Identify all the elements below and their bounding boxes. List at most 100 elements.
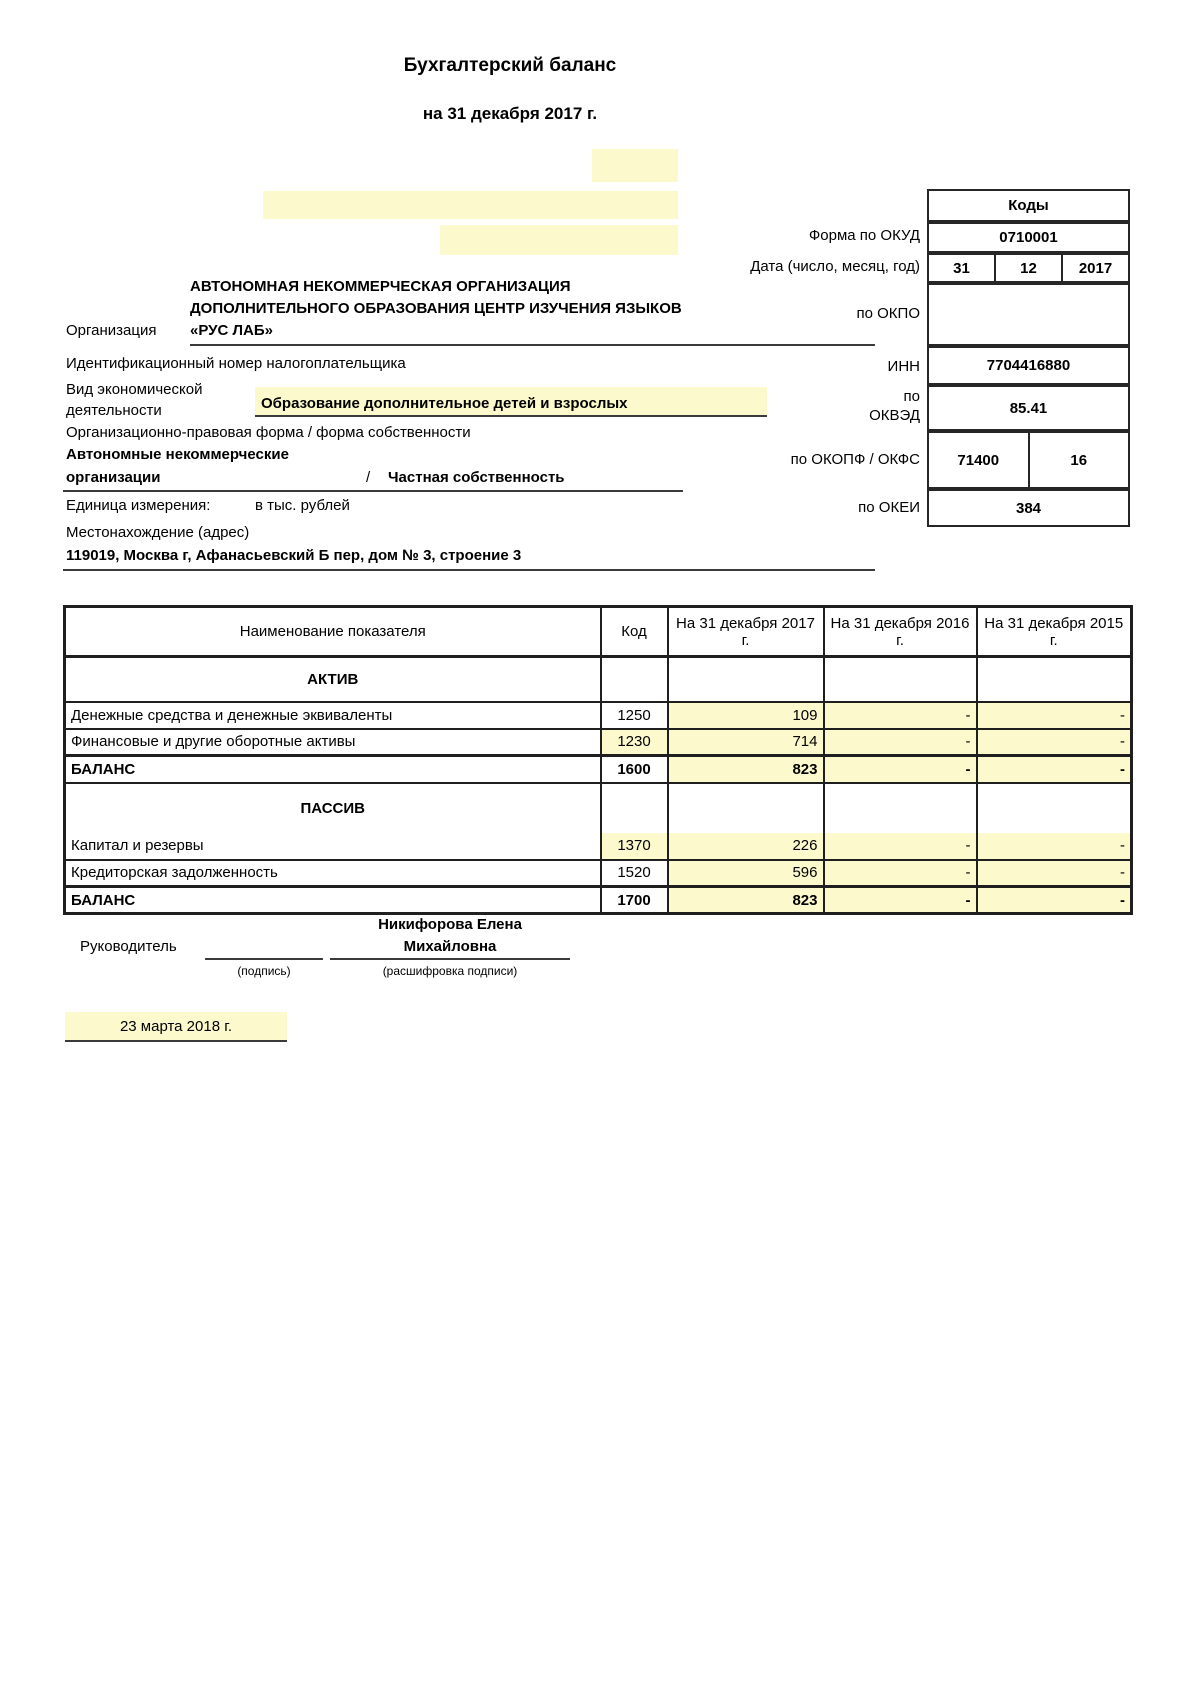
- row-code[interactable]: 1370: [599, 831, 669, 861]
- value-2016-cell[interactable]: -: [822, 700, 978, 730]
- unit-label: Единица измерения:: [66, 497, 211, 514]
- legal-form-underline: [63, 468, 683, 492]
- organization-name-line1: АВТОНОМНАЯ НЕКОММЕРЧЕСКАЯ ОРГАНИЗАЦИЯ: [190, 278, 571, 295]
- empty-cell: [975, 781, 1133, 833]
- address-label: Местонахождение (адрес): [66, 524, 250, 541]
- unit-value: в тыс. рублей: [255, 497, 350, 514]
- value-2016-cell[interactable]: -: [822, 858, 978, 888]
- value-2015-cell[interactable]: -: [975, 754, 1133, 784]
- value-2016-cell[interactable]: -: [822, 727, 978, 757]
- okopf-label: по ОКОПФ / ОКФС: [790, 451, 920, 468]
- value-2017-cell[interactable]: 109: [666, 700, 825, 730]
- signer-name-line2: Михайловна: [403, 938, 497, 955]
- table-row-1520: Кредиторская задолженность 1520 596 - -: [63, 858, 1133, 888]
- value-2015-cell[interactable]: -: [975, 831, 1133, 861]
- okved-label-line2: ОКВЭД: [869, 407, 920, 424]
- col-header-2016: На 31 декабря 2016 г.: [822, 605, 978, 658]
- table-row-1370: Капитал и резервы 1370 226 - -: [63, 831, 1133, 861]
- signer-name-caption: (расшифровка подписи): [382, 964, 518, 978]
- highlight-field-3[interactable]: [440, 225, 678, 255]
- activity-label-line2: деятельности: [66, 402, 162, 419]
- balance-table-wrapper: Наименование показателя Код На 31 декабр…: [63, 605, 1133, 915]
- signer-name-line: [330, 936, 570, 960]
- organization-underline: [190, 322, 875, 346]
- legal-form-label: Организационно-правовая форма / форма со…: [66, 424, 471, 441]
- row-name: Кредиторская задолженность: [63, 858, 602, 888]
- table-row-balance-1600: БАЛАНС 1600 823 - -: [63, 754, 1133, 784]
- date-day: 31: [953, 259, 970, 277]
- section-title-aktiv: АКТИВ: [63, 655, 602, 703]
- table-row-1230: Финансовые и другие оборотные активы 123…: [63, 727, 1133, 757]
- table-row-section-aktiv: АКТИВ: [63, 655, 1133, 703]
- okei-value: 384: [1015, 499, 1042, 517]
- value-2016-cell[interactable]: -: [822, 754, 978, 784]
- table-row-section-passiv: ПАССИВ: [63, 781, 1133, 833]
- inn-label: ИНН: [887, 358, 920, 375]
- okud-label: Форма по ОКУД: [808, 227, 920, 244]
- col-header-name: Наименование показателя: [63, 605, 602, 658]
- empty-cell: [822, 655, 978, 703]
- activity-value-field[interactable]: Образование дополнительное детей и взрос…: [255, 387, 767, 417]
- row-name: Капитал и резервы: [63, 831, 602, 861]
- section-title-passiv: ПАССИВ: [63, 781, 602, 833]
- value-2017-cell[interactable]: 596: [666, 858, 825, 888]
- value-2017-cell[interactable]: 714: [666, 727, 825, 757]
- inn-value: 7704416880: [986, 357, 1071, 374]
- okei-value-box: 384: [927, 489, 1130, 527]
- date-label: Дата (число, месяц, год): [750, 258, 920, 275]
- row-name: БАЛАНС: [63, 754, 602, 784]
- row-code: 1700: [599, 885, 669, 915]
- address-underline: [63, 547, 875, 571]
- row-code[interactable]: 1230: [599, 727, 669, 757]
- codes-header: Коды: [1008, 197, 1049, 214]
- value-2015-cell[interactable]: -: [975, 727, 1133, 757]
- okud-value-box: 0710001: [927, 222, 1130, 253]
- okved-value-box[interactable]: 85.41: [927, 385, 1130, 431]
- empty-cell: [666, 781, 825, 833]
- okpo-label: по ОКПО: [856, 305, 921, 322]
- highlight-field-2[interactable]: [263, 191, 678, 219]
- highlight-field-1[interactable]: [592, 149, 678, 182]
- col-header-2015: На 31 декабря 2015 г.: [975, 605, 1133, 658]
- table-row-balance-1700: БАЛАНС 1700 823 - -: [63, 885, 1133, 915]
- okud-value: 0710001: [999, 229, 1058, 246]
- report-date-subtitle: на 31 декабря 2017 г.: [422, 104, 598, 123]
- col-header-2017: На 31 декабря 2017 г.: [666, 605, 825, 658]
- value-2017-cell[interactable]: 823: [666, 885, 825, 915]
- okved-value: 85.41: [1009, 399, 1048, 417]
- address-value: 119019, Москва г, Афанасьевский Б пер, д…: [66, 547, 522, 564]
- organization-label: Организация: [66, 322, 157, 339]
- date-year: 2017: [1061, 255, 1128, 281]
- row-code: 1600: [599, 754, 669, 784]
- activity-value: Образование дополнительное детей и взрос…: [261, 395, 628, 412]
- organization-name-line2: ДОПОЛНИТЕЛЬНОГО ОБРАЗОВАНИЯ ЦЕНТР ИЗУЧЕН…: [190, 300, 682, 317]
- activity-label-line1: Вид экономической: [66, 381, 203, 398]
- col-header-code: Код: [599, 605, 669, 658]
- okpo-value-box: [927, 283, 1130, 346]
- value-2015-cell[interactable]: -: [975, 700, 1133, 730]
- empty-cell: [666, 655, 825, 703]
- value-2015-cell[interactable]: -: [975, 858, 1133, 888]
- organization-name-line3: «РУС ЛАБ»: [190, 322, 273, 339]
- okved-label-line1: по: [903, 388, 920, 405]
- signature-line: [205, 936, 323, 960]
- date-value-box: 31 12 2017: [927, 253, 1130, 283]
- value-2015-cell[interactable]: -: [975, 885, 1133, 915]
- page-title: Бухгалтерский баланс: [403, 55, 617, 76]
- legal-form-line1: Автономные некоммерческие: [66, 446, 289, 463]
- value-2016-cell[interactable]: -: [822, 831, 978, 861]
- ownership-value: Частная собственность: [388, 469, 565, 486]
- role-label: Руководитель: [80, 938, 177, 955]
- row-name: Денежные средства и денежные эквиваленты: [63, 700, 602, 730]
- okopf-okfs-value-box: 71400 16: [927, 431, 1130, 489]
- value-2016-cell[interactable]: -: [822, 885, 978, 915]
- legal-form-line2: организации: [66, 469, 161, 486]
- row-name: Финансовые и другие оборотные активы: [63, 727, 602, 757]
- okfs-value: 16: [1027, 433, 1129, 487]
- value-2017-cell[interactable]: 226: [666, 831, 825, 861]
- date-month: 12: [994, 255, 1061, 281]
- empty-cell: [599, 655, 669, 703]
- report-sign-date-field[interactable]: 23 марта 2018 г.: [65, 1012, 287, 1042]
- value-2017-cell[interactable]: 823: [666, 754, 825, 784]
